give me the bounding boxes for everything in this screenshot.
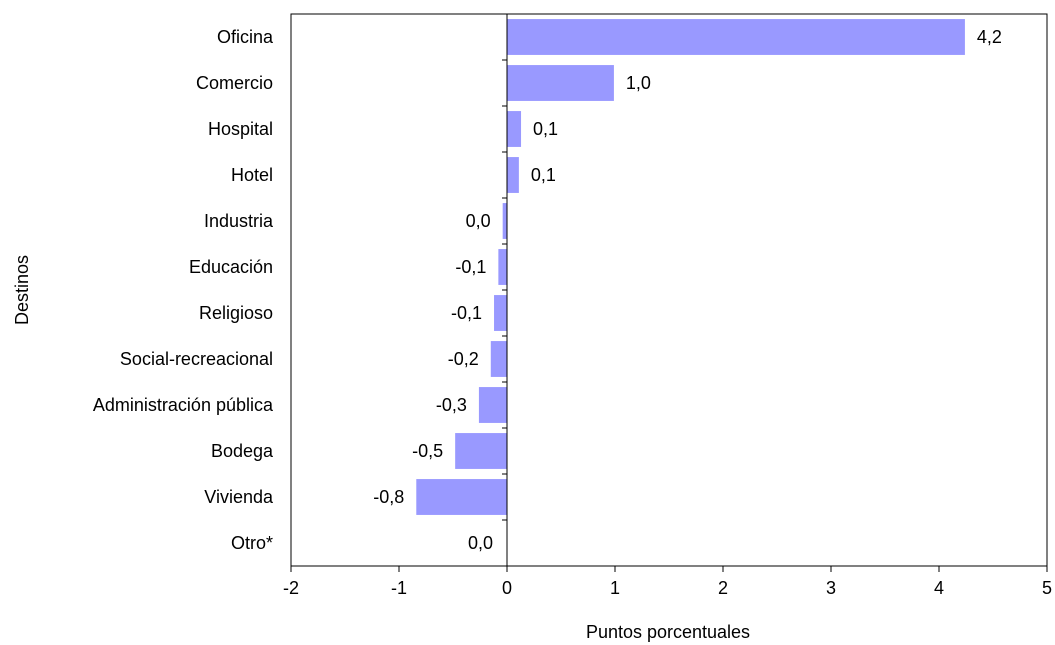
data-label-11: 0,0	[468, 533, 493, 553]
data-label-8: -0,3	[436, 395, 467, 415]
x-axis-ticks	[290, 566, 1048, 572]
bars-group	[416, 19, 965, 515]
y-tick-label-4: Industria	[204, 211, 274, 231]
data-label-1: 1,0	[626, 73, 651, 93]
x-axis-tick-labels: -2 -1 0 1 2 3 4 5	[283, 578, 1052, 598]
y-tick-label-6: Religioso	[199, 303, 273, 323]
bar-9	[455, 433, 507, 469]
x-tick-label-6: 4	[934, 578, 944, 598]
data-label-10: -0,8	[373, 487, 404, 507]
y-tick-label-3: Hotel	[231, 165, 273, 185]
y-tick-label-8: Administración pública	[93, 395, 274, 415]
data-label-2: 0,1	[533, 119, 558, 139]
bar-7	[490, 341, 507, 377]
y-tick-label-7: Social-recreacional	[120, 349, 273, 369]
bar-1	[507, 65, 614, 101]
x-tick-label-2: 0	[502, 578, 512, 598]
bar-2	[507, 111, 522, 147]
y-tick-label-5: Educación	[189, 257, 273, 277]
y-axis-title: Destinos	[12, 255, 32, 325]
data-label-4: 0,0	[466, 211, 491, 231]
data-labels-group: 4,2 1,0 0,1 0,1 0,0 -0,1 -0,1 -0,2 -0,3 -0,5 -0,8 0…	[373, 27, 1002, 553]
x-tick-label-1: -1	[391, 578, 407, 598]
x-tick-label-3: 1	[610, 578, 620, 598]
x-tick-label-5: 3	[826, 578, 836, 598]
bar-5	[498, 249, 507, 285]
x-axis-title: Puntos porcentuales	[586, 622, 750, 642]
data-label-7: -0,2	[448, 349, 479, 369]
plot-frame	[290, 13, 1048, 567]
data-label-3: 0,1	[531, 165, 556, 185]
data-label-6: -0,1	[451, 303, 482, 323]
x-tick-label-7: 5	[1042, 578, 1052, 598]
bar-6	[494, 295, 507, 331]
y-axis-ticks	[502, 13, 507, 567]
data-label-5: -0,1	[455, 257, 486, 277]
bar-4	[502, 203, 507, 239]
y-tick-label-0: Oficina	[217, 27, 274, 47]
bar-3	[507, 157, 519, 193]
y-tick-label-11: Otro*	[231, 533, 273, 553]
data-label-0: 4,2	[977, 27, 1002, 47]
data-label-9: -0,5	[412, 441, 443, 461]
y-tick-label-2: Hospital	[208, 119, 273, 139]
bar-0	[507, 19, 965, 55]
x-tick-label-0: -2	[283, 578, 299, 598]
y-axis-tick-labels: Oficina Comercio Hospital Hotel Industria Edu…	[93, 27, 274, 553]
bar-10	[416, 479, 507, 515]
bar-8	[478, 387, 507, 423]
y-tick-label-10: Vivienda	[204, 487, 274, 507]
y-tick-label-9: Bodega	[211, 441, 274, 461]
x-tick-label-4: 2	[718, 578, 728, 598]
y-tick-label-1: Comercio	[196, 73, 273, 93]
